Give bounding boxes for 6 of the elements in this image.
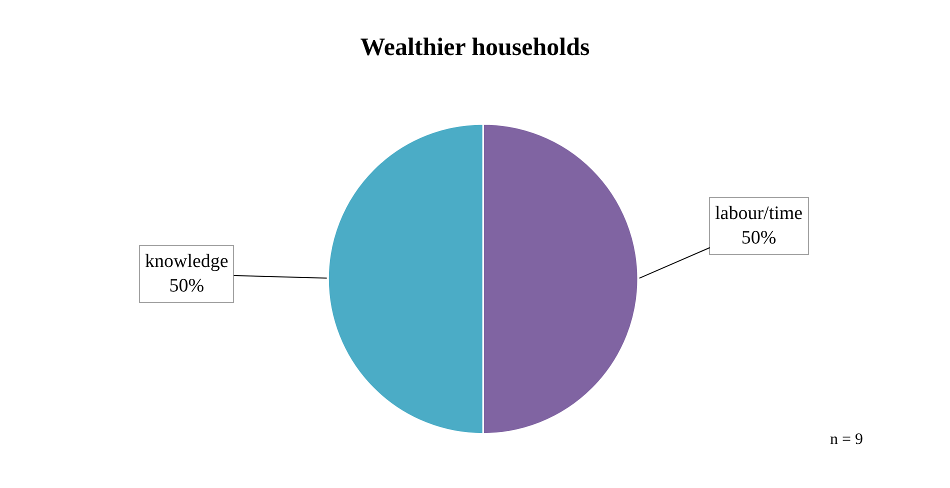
text: n = 9: [830, 431, 864, 448]
data-label: 50%: [169, 276, 204, 297]
chart-title: Wealthier households: [360, 34, 590, 62]
data-label: 50%: [741, 228, 776, 249]
slice-label: labour/time: [715, 203, 803, 224]
slice-label: knowledge: [145, 251, 228, 272]
